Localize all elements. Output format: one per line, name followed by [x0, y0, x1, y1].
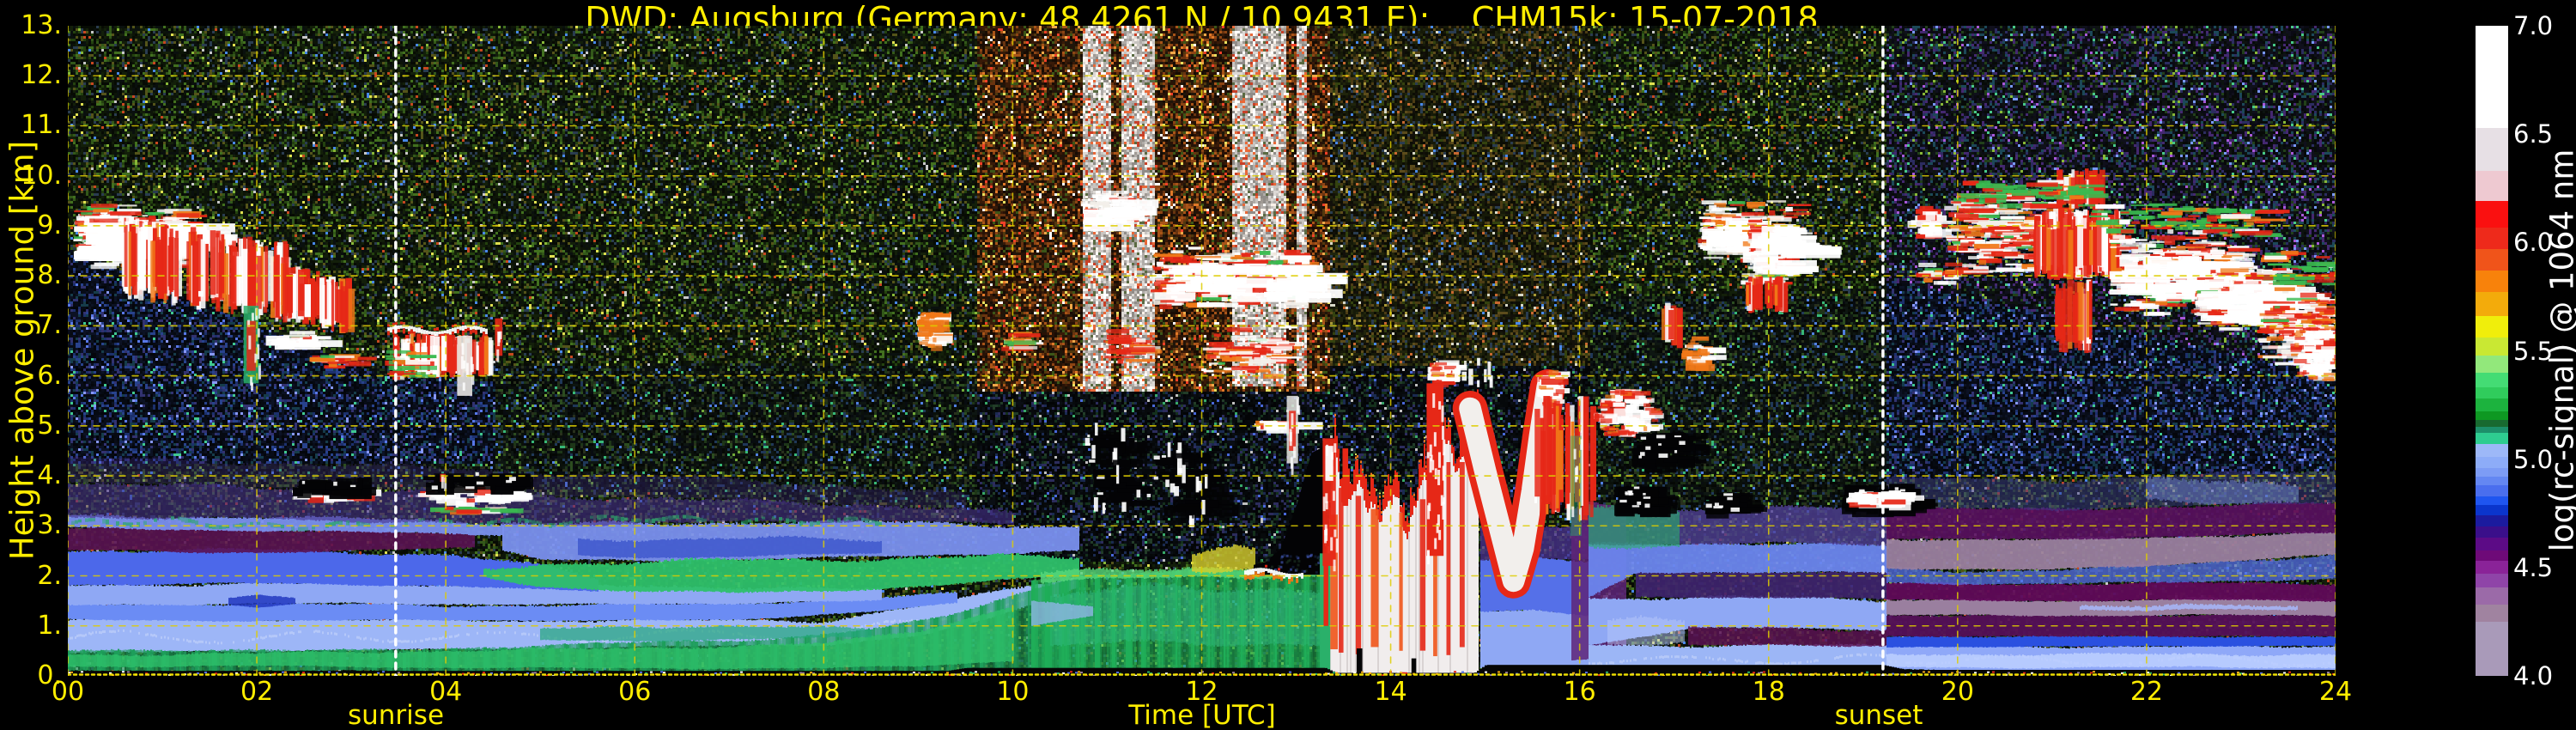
colorbar-band — [2476, 515, 2508, 527]
y-tick-label: 1. — [37, 610, 62, 641]
x-tick-label: 02 — [240, 677, 274, 707]
colorbar-band — [2476, 537, 2508, 551]
sunrise-annotation: sunrise — [347, 700, 445, 730]
y-tick-label: 5. — [37, 410, 62, 441]
y-tick-label: 10. — [21, 160, 62, 191]
x-tick-label: 20 — [1941, 677, 1974, 707]
x-tick-label: 24 — [2318, 677, 2353, 707]
colorbar-band — [2476, 338, 2508, 356]
colorbar-tick-label: 4.5 — [2513, 552, 2554, 582]
colorbar — [2476, 26, 2508, 677]
y-tick-label: 9. — [37, 210, 62, 240]
colorbar-tick-label: 6.5 — [2513, 119, 2554, 149]
colorbar-band — [2476, 420, 2508, 428]
colorbar-band — [2476, 26, 2508, 129]
colorbar-band — [2476, 372, 2508, 388]
colorbar-band — [2476, 621, 2508, 677]
colorbar-tick-label: 7.0 — [2513, 11, 2554, 40]
colorbar-band — [2476, 476, 2508, 486]
colorbar-band — [2476, 561, 2508, 575]
x-tick-label: 18 — [1752, 677, 1785, 707]
y-tick-label: 4. — [37, 460, 62, 491]
x-axis-label: Time [UTC] — [1128, 700, 1276, 730]
colorbar-band — [2476, 292, 2508, 317]
colorbar-band — [2476, 411, 2508, 421]
y-tick-label: 12. — [21, 60, 62, 91]
colorbar-band — [2476, 550, 2508, 562]
y-tick-label: 11. — [21, 110, 62, 141]
colorbar-label: log(rc-signal) @ 1064 nm — [2543, 149, 2576, 552]
colorbar-band — [2476, 433, 2508, 445]
colorbar-band — [2476, 574, 2508, 588]
colorbar-band — [2476, 271, 2508, 293]
colorbar-band — [2476, 496, 2508, 506]
colorbar-band — [2476, 227, 2508, 250]
x-tick-label: 14 — [1374, 677, 1407, 707]
y-tick-label: 6. — [37, 360, 62, 391]
x-tick-label: 12 — [1185, 677, 1218, 707]
x-tick-label: 16 — [1563, 677, 1596, 707]
x-tick-label: 06 — [618, 677, 652, 707]
colorbar-band — [2476, 201, 2508, 228]
y-tick-label: 8. — [37, 260, 62, 291]
colorbar-tick-label: 4.0 — [2513, 661, 2554, 690]
colorbar-band — [2476, 484, 2508, 497]
y-tick-label: 0. — [37, 660, 62, 690]
x-tick-label: 00 — [51, 677, 85, 707]
colorbar-band — [2476, 457, 2508, 469]
colorbar-band — [2476, 467, 2508, 478]
colorbar-band — [2476, 426, 2508, 434]
heatmap-canvas — [68, 26, 2336, 676]
y-tick-label: 2. — [37, 560, 62, 591]
x-tick-label: 22 — [2129, 677, 2163, 707]
colorbar-band — [2476, 316, 2508, 338]
sunset-annotation: sunset — [1834, 700, 1923, 730]
y-axis-label: Height above ground [km] — [3, 140, 41, 561]
colorbar-band — [2476, 504, 2508, 516]
colorbar-band — [2476, 127, 2508, 172]
colorbar-band — [2476, 587, 2508, 605]
colorbar-band — [2476, 398, 2508, 412]
colorbar-band — [2476, 171, 2508, 202]
colorbar-tick-label: 5.0 — [2513, 444, 2554, 474]
y-tick-label: 3. — [37, 510, 62, 541]
x-tick-label: 10 — [996, 677, 1030, 707]
x-tick-label: 04 — [429, 677, 463, 707]
y-tick-label: 7. — [37, 310, 62, 341]
colorbar-band — [2476, 604, 2508, 623]
colorbar-band — [2476, 444, 2508, 458]
x-tick-label: 08 — [807, 677, 841, 707]
colorbar-band — [2476, 355, 2508, 374]
colorbar-tick-label: 5.5 — [2513, 336, 2554, 366]
colorbar-band — [2476, 387, 2508, 399]
colorbar-band — [2476, 526, 2508, 538]
colorbar-tick-label: 6.0 — [2513, 228, 2554, 258]
colorbar-band — [2476, 248, 2508, 271]
y-tick-label: 13. — [21, 10, 62, 40]
